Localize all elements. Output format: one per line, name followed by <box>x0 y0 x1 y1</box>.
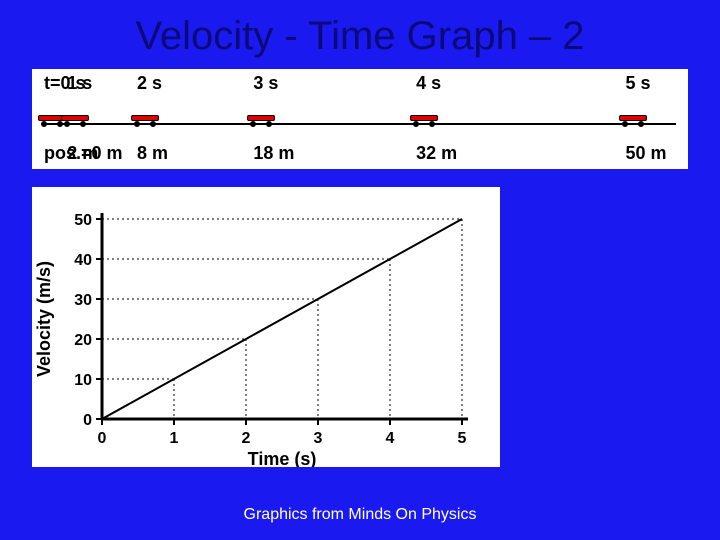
svg-text:20: 20 <box>74 332 92 349</box>
svg-text:10: 10 <box>74 372 92 389</box>
svg-text:50: 50 <box>74 212 92 229</box>
timeline-pos-label: 18 m <box>253 143 294 164</box>
svg-text:4: 4 <box>386 430 395 447</box>
svg-text:5: 5 <box>458 430 467 447</box>
timeline-positions-row: pos.=0 m2 m8 m18 m32 m50 m <box>44 143 676 165</box>
timeline-time-label: 1 s <box>67 73 92 94</box>
timeline-pos-label: 32 m <box>416 143 457 164</box>
chart-svg: 0 10 20 30 40 50 0 1 2 3 4 5 Time (s) Velocity (m/s) <box>32 187 500 467</box>
svg-text:2: 2 <box>242 430 251 447</box>
velocity-time-chart: 0 10 20 30 40 50 0 1 2 3 4 5 Time (s) Velocity (m/s) <box>32 187 500 467</box>
timeline-track <box>44 109 676 129</box>
timeline-time-label: 2 s <box>137 73 162 94</box>
svg-text:30: 30 <box>74 292 92 309</box>
svg-text:0: 0 <box>98 430 107 447</box>
credit-text: Graphics from Minds On Physics <box>0 506 720 524</box>
svg-text:40: 40 <box>74 252 92 269</box>
car-icon <box>619 111 647 125</box>
timeline-pos-label: 50 m <box>625 143 666 164</box>
car-icon <box>131 111 159 125</box>
svg-text:Velocity (m/s): Velocity (m/s) <box>34 261 54 377</box>
svg-text:0: 0 <box>83 412 92 429</box>
timeline-time-label: 4 s <box>416 73 441 94</box>
car-icon <box>410 111 438 125</box>
svg-text:3: 3 <box>314 430 323 447</box>
svg-text:Time (s): Time (s) <box>248 449 317 467</box>
timeline-time-label: 3 s <box>253 73 278 94</box>
timeline-pos-label: 2 m <box>67 143 98 164</box>
timeline-pos-label: 8 m <box>137 143 168 164</box>
car-icon <box>61 111 89 125</box>
timeline-panel: t=0 s1 s2 s3 s4 s5 s pos.=0 m2 m8 m18 m3… <box>32 69 688 169</box>
timeline-times-row: t=0 s1 s2 s3 s4 s5 s <box>44 73 676 95</box>
car-icon <box>247 111 275 125</box>
svg-text:1: 1 <box>170 430 179 447</box>
timeline-time-label: 5 s <box>625 73 650 94</box>
page-title: Velocity - Time Graph – 2 <box>0 0 720 69</box>
